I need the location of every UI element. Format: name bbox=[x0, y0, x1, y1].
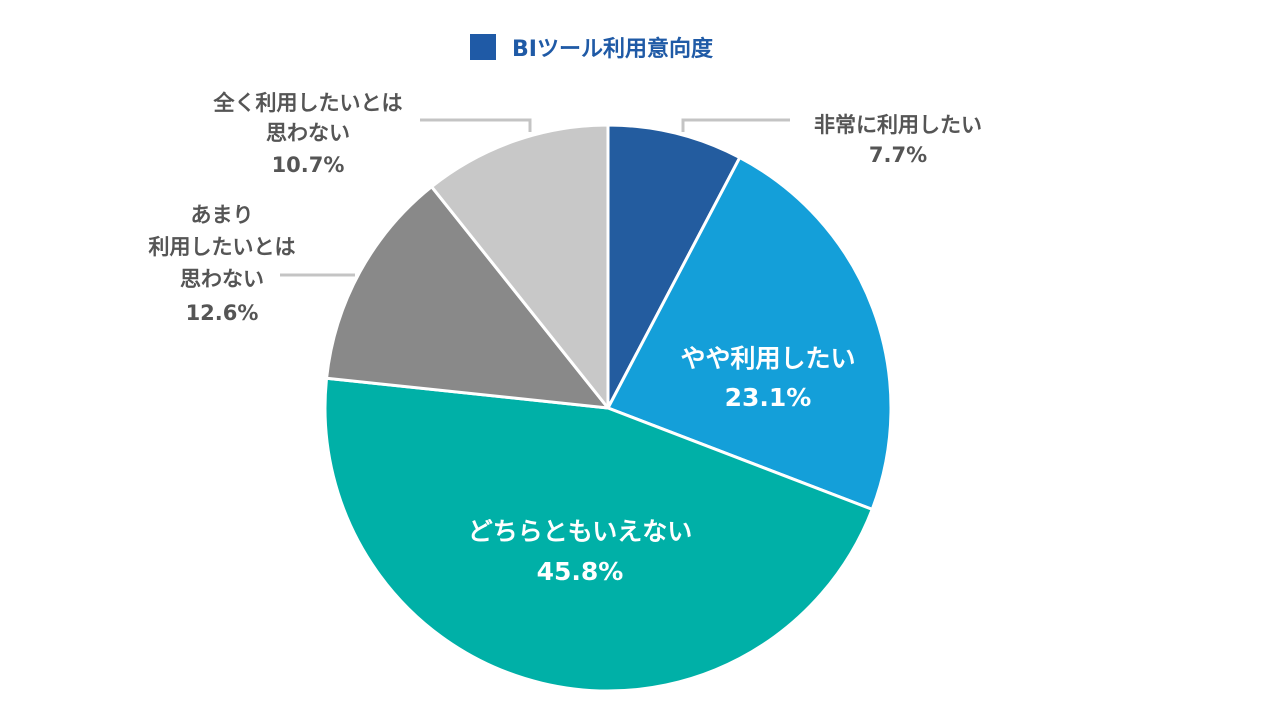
slice-somewhat-willing bbox=[606, 156, 893, 511]
slice-value-somewhat-willing: 23.1% bbox=[725, 383, 812, 412]
legend-swatch bbox=[470, 34, 496, 60]
slice-label-very-willing: 非常に利用したい bbox=[814, 113, 982, 137]
slice-label-not-at-all-line2: 思わない bbox=[266, 121, 350, 145]
slice-value-not-at-all: 10.7% bbox=[272, 153, 345, 177]
slice-value-not-very: 12.6% bbox=[186, 301, 259, 325]
slice-label-somewhat-willing: やや利用したい bbox=[680, 344, 855, 373]
leader-line-not-at-all bbox=[420, 118, 532, 132]
slice-not-very bbox=[325, 185, 610, 410]
slice-label-neutral: どちらともいえない bbox=[468, 517, 693, 546]
slice-value-neutral: 45.8% bbox=[537, 557, 624, 586]
slice-value-very-willing: 7.7% bbox=[869, 143, 927, 167]
pie-slices bbox=[323, 123, 893, 693]
slice-label-not-very-line2: 利用したいとは bbox=[149, 235, 296, 259]
leader-line-very-willing bbox=[681, 118, 790, 132]
slice-not-at-all bbox=[430, 123, 610, 410]
slice-label-not-at-all-line1: 全く利用したいとは bbox=[213, 91, 403, 115]
slice-very-willing bbox=[606, 123, 742, 410]
slice-neutral bbox=[323, 376, 874, 693]
chart-title: BIツール利用意向度 bbox=[512, 36, 714, 62]
slice-label-not-very-line1: あまり bbox=[191, 203, 254, 227]
slice-label-not-very-line3: 思わない bbox=[180, 267, 264, 291]
